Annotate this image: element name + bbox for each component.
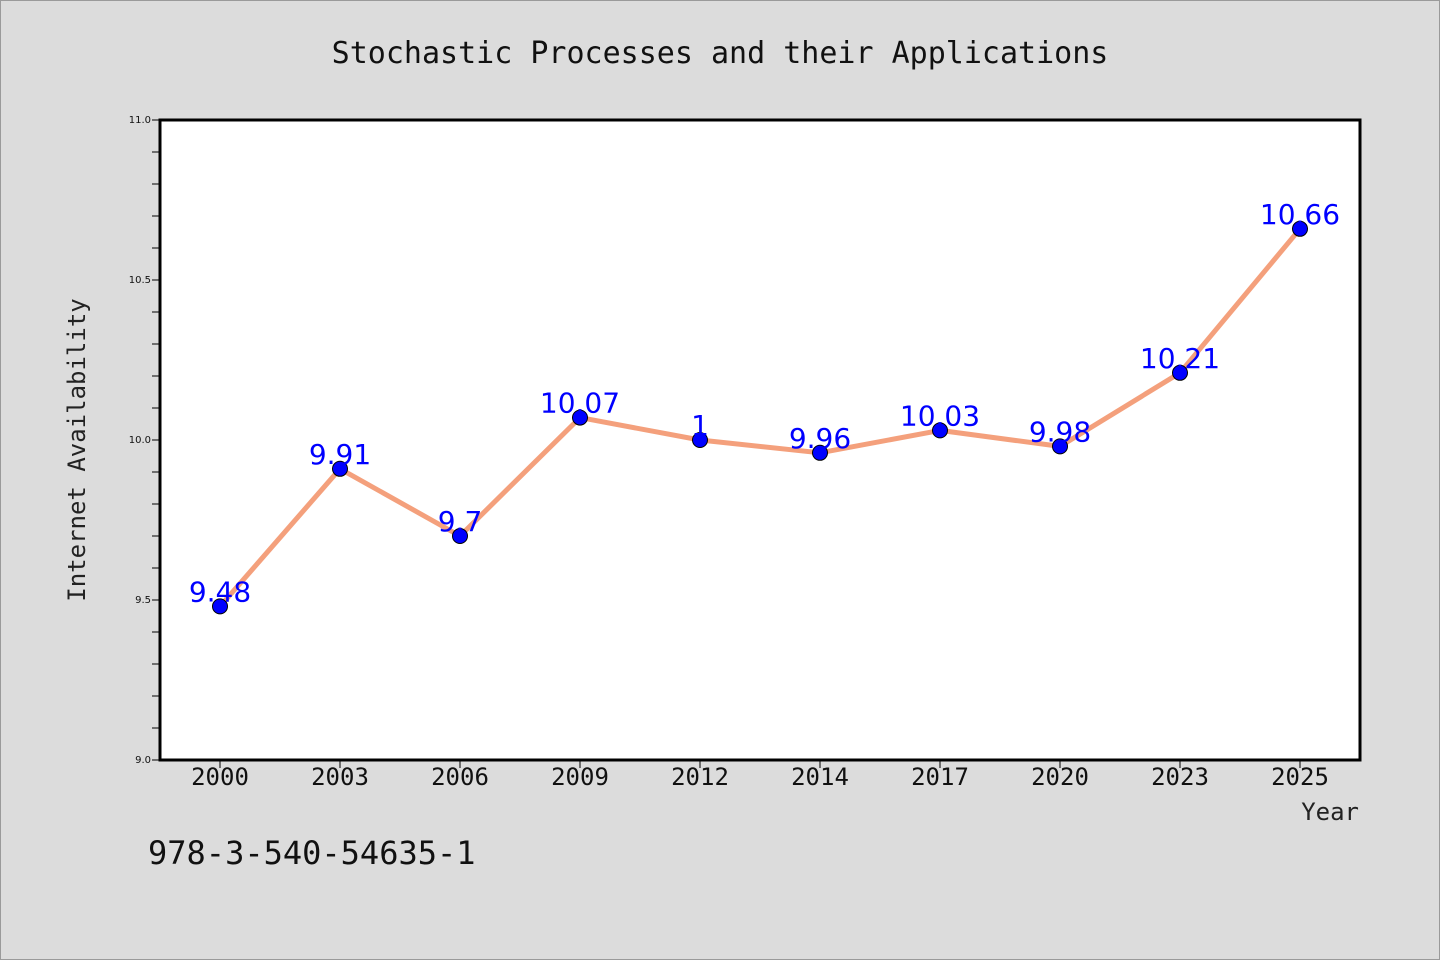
- x-axis-label: Year: [1301, 798, 1359, 826]
- y-tick-label: 10.5: [129, 275, 151, 286]
- data-point: [1052, 438, 1068, 455]
- data-label: 10.07: [540, 387, 620, 420]
- y-tick-label: 10.0: [129, 435, 151, 446]
- series-line-group: [212, 220, 1308, 615]
- data-label: 9.7: [438, 505, 483, 538]
- x-tick-label: 2025: [1271, 763, 1329, 791]
- data-label: 9.48: [189, 575, 251, 608]
- x-tick-label: 2017: [911, 763, 969, 791]
- data-label: 9.98: [1029, 415, 1091, 448]
- data-label: 10.03: [900, 399, 980, 432]
- y-axis: 9.0 9.5 10.0 10.5 11.0: [129, 115, 160, 766]
- y-axis-label: Internet Availability: [63, 298, 91, 601]
- plot-area: [158, 118, 1362, 762]
- series-line: [217, 226, 1303, 609]
- x-axis: 2000 2003 2006 2009 2012 2014 2017 2020 2023 2025: [191, 760, 1329, 791]
- x-tick-label: 2009: [551, 763, 609, 791]
- data-point: [932, 422, 948, 439]
- data-point: [332, 460, 348, 477]
- data-point: [452, 528, 468, 544]
- data-label: 9.96: [789, 422, 851, 455]
- data-point: [572, 409, 588, 426]
- data-label: 1: [691, 409, 709, 442]
- x-tick-label: 2000: [191, 763, 249, 791]
- data-point: [1172, 364, 1188, 381]
- x-tick-label: 2006: [431, 763, 489, 791]
- data-label: 9.91: [309, 438, 371, 471]
- data-point: [212, 598, 228, 615]
- footer-isbn: 978-3-540-54635-1: [148, 834, 476, 872]
- data-point: [692, 432, 708, 448]
- data-label: 10.21: [1140, 342, 1220, 375]
- data-label: 10.66: [1260, 198, 1340, 231]
- x-tick-label: 2020: [1031, 763, 1089, 791]
- x-tick-label: 2014: [791, 763, 849, 791]
- data-point: [1292, 220, 1308, 237]
- y-tick-label: 9.5: [135, 595, 151, 606]
- x-tick-label: 2023: [1151, 763, 1209, 791]
- y-tick-label: 11.0: [129, 115, 151, 126]
- y-tick-label: 9.0: [135, 755, 151, 766]
- chart-title: Stochastic Processes and their Applicati…: [332, 36, 1109, 71]
- data-point: [812, 444, 828, 461]
- x-tick-label: 2012: [671, 763, 729, 791]
- x-tick-label: 2003: [311, 763, 369, 791]
- data-label-group: 9.48 9.91 9.7 10.07 1 9.96 10.03 9.98 10.21 10.66: [189, 198, 1340, 609]
